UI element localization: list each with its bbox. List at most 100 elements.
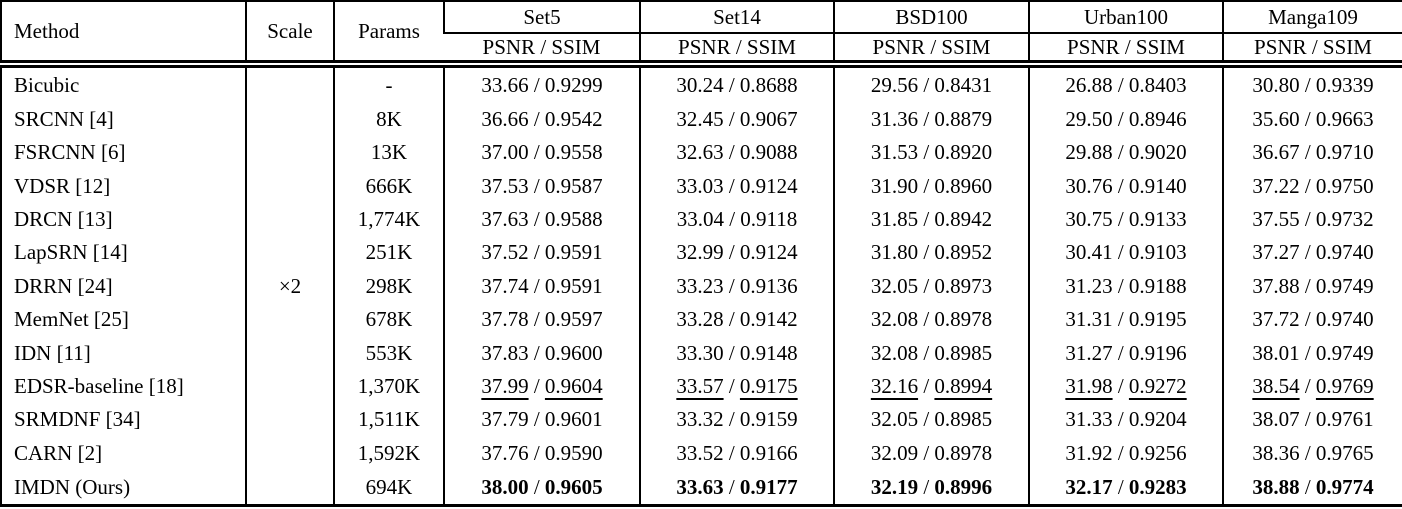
method-cell: SRCNN [4] [14, 106, 114, 131]
result-cell-manga109: 38.88 / 0.9774 [1222, 470, 1402, 506]
result-cell-bsd100: 29.56 / 0.8431 [833, 64, 1029, 103]
result-cell-set14: 33.28 / 0.9142 [639, 303, 834, 337]
psnr-value: 33.04 [676, 207, 724, 232]
method-cell: CARN [2] [14, 440, 103, 465]
table-row: IDN [11] 553K 37.83 / 0.9600 33.30 / 0.9148… [1, 336, 1402, 370]
ssim-value: 0.9749 [1315, 340, 1374, 365]
result-cell-set5: 37.00 / 0.9558 [443, 136, 640, 170]
result-cell-set14: 33.57 / 0.9175 [639, 369, 834, 404]
metric-separator: / [918, 207, 935, 232]
method-cell: IDN [11] [14, 340, 91, 365]
ssim-value: 0.9103 [1128, 240, 1187, 265]
params-cell: 251K [333, 236, 444, 270]
ssim-value: 0.9142 [739, 307, 798, 332]
metric-separator: / [1112, 340, 1129, 365]
result-cell-set5: 37.99 / 0.9604 [443, 369, 640, 404]
ssim-value: 0.9774 [1315, 474, 1374, 499]
result-cell-bsd100: 32.05 / 0.8973 [833, 269, 1029, 304]
ssim-value: 0.9558 [544, 140, 603, 165]
ssim-value: 0.8942 [934, 207, 993, 232]
psnr-value: 38.54 [1252, 374, 1300, 399]
metric-separator: / [528, 340, 545, 365]
psnr-value: 32.45 [676, 106, 724, 131]
result-cell-urban100: 30.41 / 0.9103 [1028, 236, 1223, 270]
metric-separator: / [918, 240, 935, 265]
psnr-value: 37.88 [1252, 273, 1300, 298]
psnr-value: 38.88 [1252, 474, 1300, 499]
result-cell-bsd100: 32.19 / 0.8996 [833, 470, 1029, 506]
table-row: CARN [2] 1,592K 37.76 / 0.9590 33.52 / 0.91… [1, 436, 1402, 471]
metric-separator: / [723, 173, 740, 198]
result-cell-urban100: 31.92 / 0.9256 [1028, 436, 1223, 471]
result-cell-bsd100: 32.08 / 0.8985 [833, 336, 1029, 370]
psnr-value: 37.53 [481, 173, 529, 198]
ssim-value: 0.9542 [544, 106, 603, 131]
metric-separator: / [1299, 440, 1316, 465]
ssim-value: 0.9604 [544, 374, 603, 399]
result-cell-manga109: 37.88 / 0.9749 [1222, 269, 1402, 304]
metric-separator: / [528, 273, 545, 298]
psnr-value: 30.80 [1252, 72, 1300, 97]
method-cell: IMDN (Ours) [14, 474, 131, 499]
result-cell-bsd100: 31.85 / 0.8942 [833, 202, 1029, 237]
method-cell: EDSR-baseline [18] [14, 374, 184, 399]
metric-separator: / [1299, 106, 1316, 131]
metric-separator: / [918, 72, 935, 97]
psnr-value: 33.63 [676, 474, 724, 499]
ssim-value: 0.9124 [739, 173, 798, 198]
metric-separator: / [723, 407, 740, 432]
psnr-value: 37.63 [481, 207, 529, 232]
params-cell: 1,592K [333, 436, 444, 471]
ssim-value: 0.8952 [934, 240, 993, 265]
result-cell-set14: 33.30 / 0.9148 [639, 336, 834, 370]
metric-separator: / [1112, 407, 1129, 432]
result-cell-set5: 37.79 / 0.9601 [443, 403, 640, 437]
metric-separator: / [1299, 240, 1316, 265]
ssim-value: 0.8920 [934, 140, 993, 165]
metric-separator: / [1112, 140, 1129, 165]
psnr-value: 31.85 [870, 207, 919, 232]
table-row: DRCN [13] 1,774K 37.63 / 0.9588 33.04 / 0.9… [1, 202, 1402, 237]
psnr-value: 37.22 [1252, 173, 1300, 198]
table-row: SRCNN [4] 8K 36.66 / 0.9542 32.45 / 0.9067 3… [1, 102, 1402, 137]
result-cell-set5: 37.53 / 0.9587 [443, 169, 640, 203]
params-cell: 694K [333, 470, 444, 506]
psnr-value: 31.98 [1065, 374, 1113, 399]
metric-separator: / [918, 106, 935, 131]
psnr-value: 33.28 [676, 307, 724, 332]
ssim-value: 0.9204 [1128, 407, 1187, 432]
metric-separator: / [528, 474, 545, 499]
ssim-value: 0.9769 [1315, 374, 1374, 399]
metric-separator: / [918, 307, 935, 332]
psnr-value: 26.88 [1065, 72, 1113, 97]
result-cell-bsd100: 32.05 / 0.8985 [833, 403, 1029, 437]
metric-separator: / [1299, 340, 1316, 365]
psnr-value: 32.09 [870, 440, 919, 465]
metric-separator: / [1299, 407, 1316, 432]
ssim-value: 0.9299 [544, 72, 603, 97]
ssim-value: 0.9148 [739, 340, 798, 365]
ssim-value: 0.9587 [544, 173, 603, 198]
result-cell-bsd100: 31.80 / 0.8952 [833, 236, 1029, 270]
result-cell-set5: 37.52 / 0.9591 [443, 236, 640, 270]
metric-separator: / [1299, 273, 1316, 298]
col-header-set14: Set14 [639, 1, 834, 34]
result-cell-set14: 33.52 / 0.9166 [639, 436, 834, 471]
result-cell-urban100: 26.88 / 0.8403 [1028, 64, 1223, 103]
ssim-value: 0.9166 [739, 440, 798, 465]
method-cell: DRCN [13] [14, 207, 113, 232]
ssim-value: 0.9272 [1128, 374, 1187, 399]
params-cell: 1,774K [333, 202, 444, 237]
psnr-value: 38.00 [481, 474, 529, 499]
ssim-value: 0.8978 [934, 440, 993, 465]
result-cell-set5: 37.63 / 0.9588 [443, 202, 640, 237]
result-cell-manga109: 37.55 / 0.9732 [1222, 202, 1402, 237]
ssim-value: 0.9591 [544, 240, 603, 265]
ssim-value: 0.9588 [544, 207, 603, 232]
psnr-value: 32.16 [870, 374, 919, 399]
ssim-value: 0.9118 [740, 207, 798, 232]
metric-separator: / [918, 140, 935, 165]
result-cell-bsd100: 31.90 / 0.8960 [833, 169, 1029, 203]
table-row: EDSR-baseline [18] 1,370K 37.99 / 0.9604 33… [1, 369, 1402, 404]
psnr-value: 32.99 [676, 240, 724, 265]
